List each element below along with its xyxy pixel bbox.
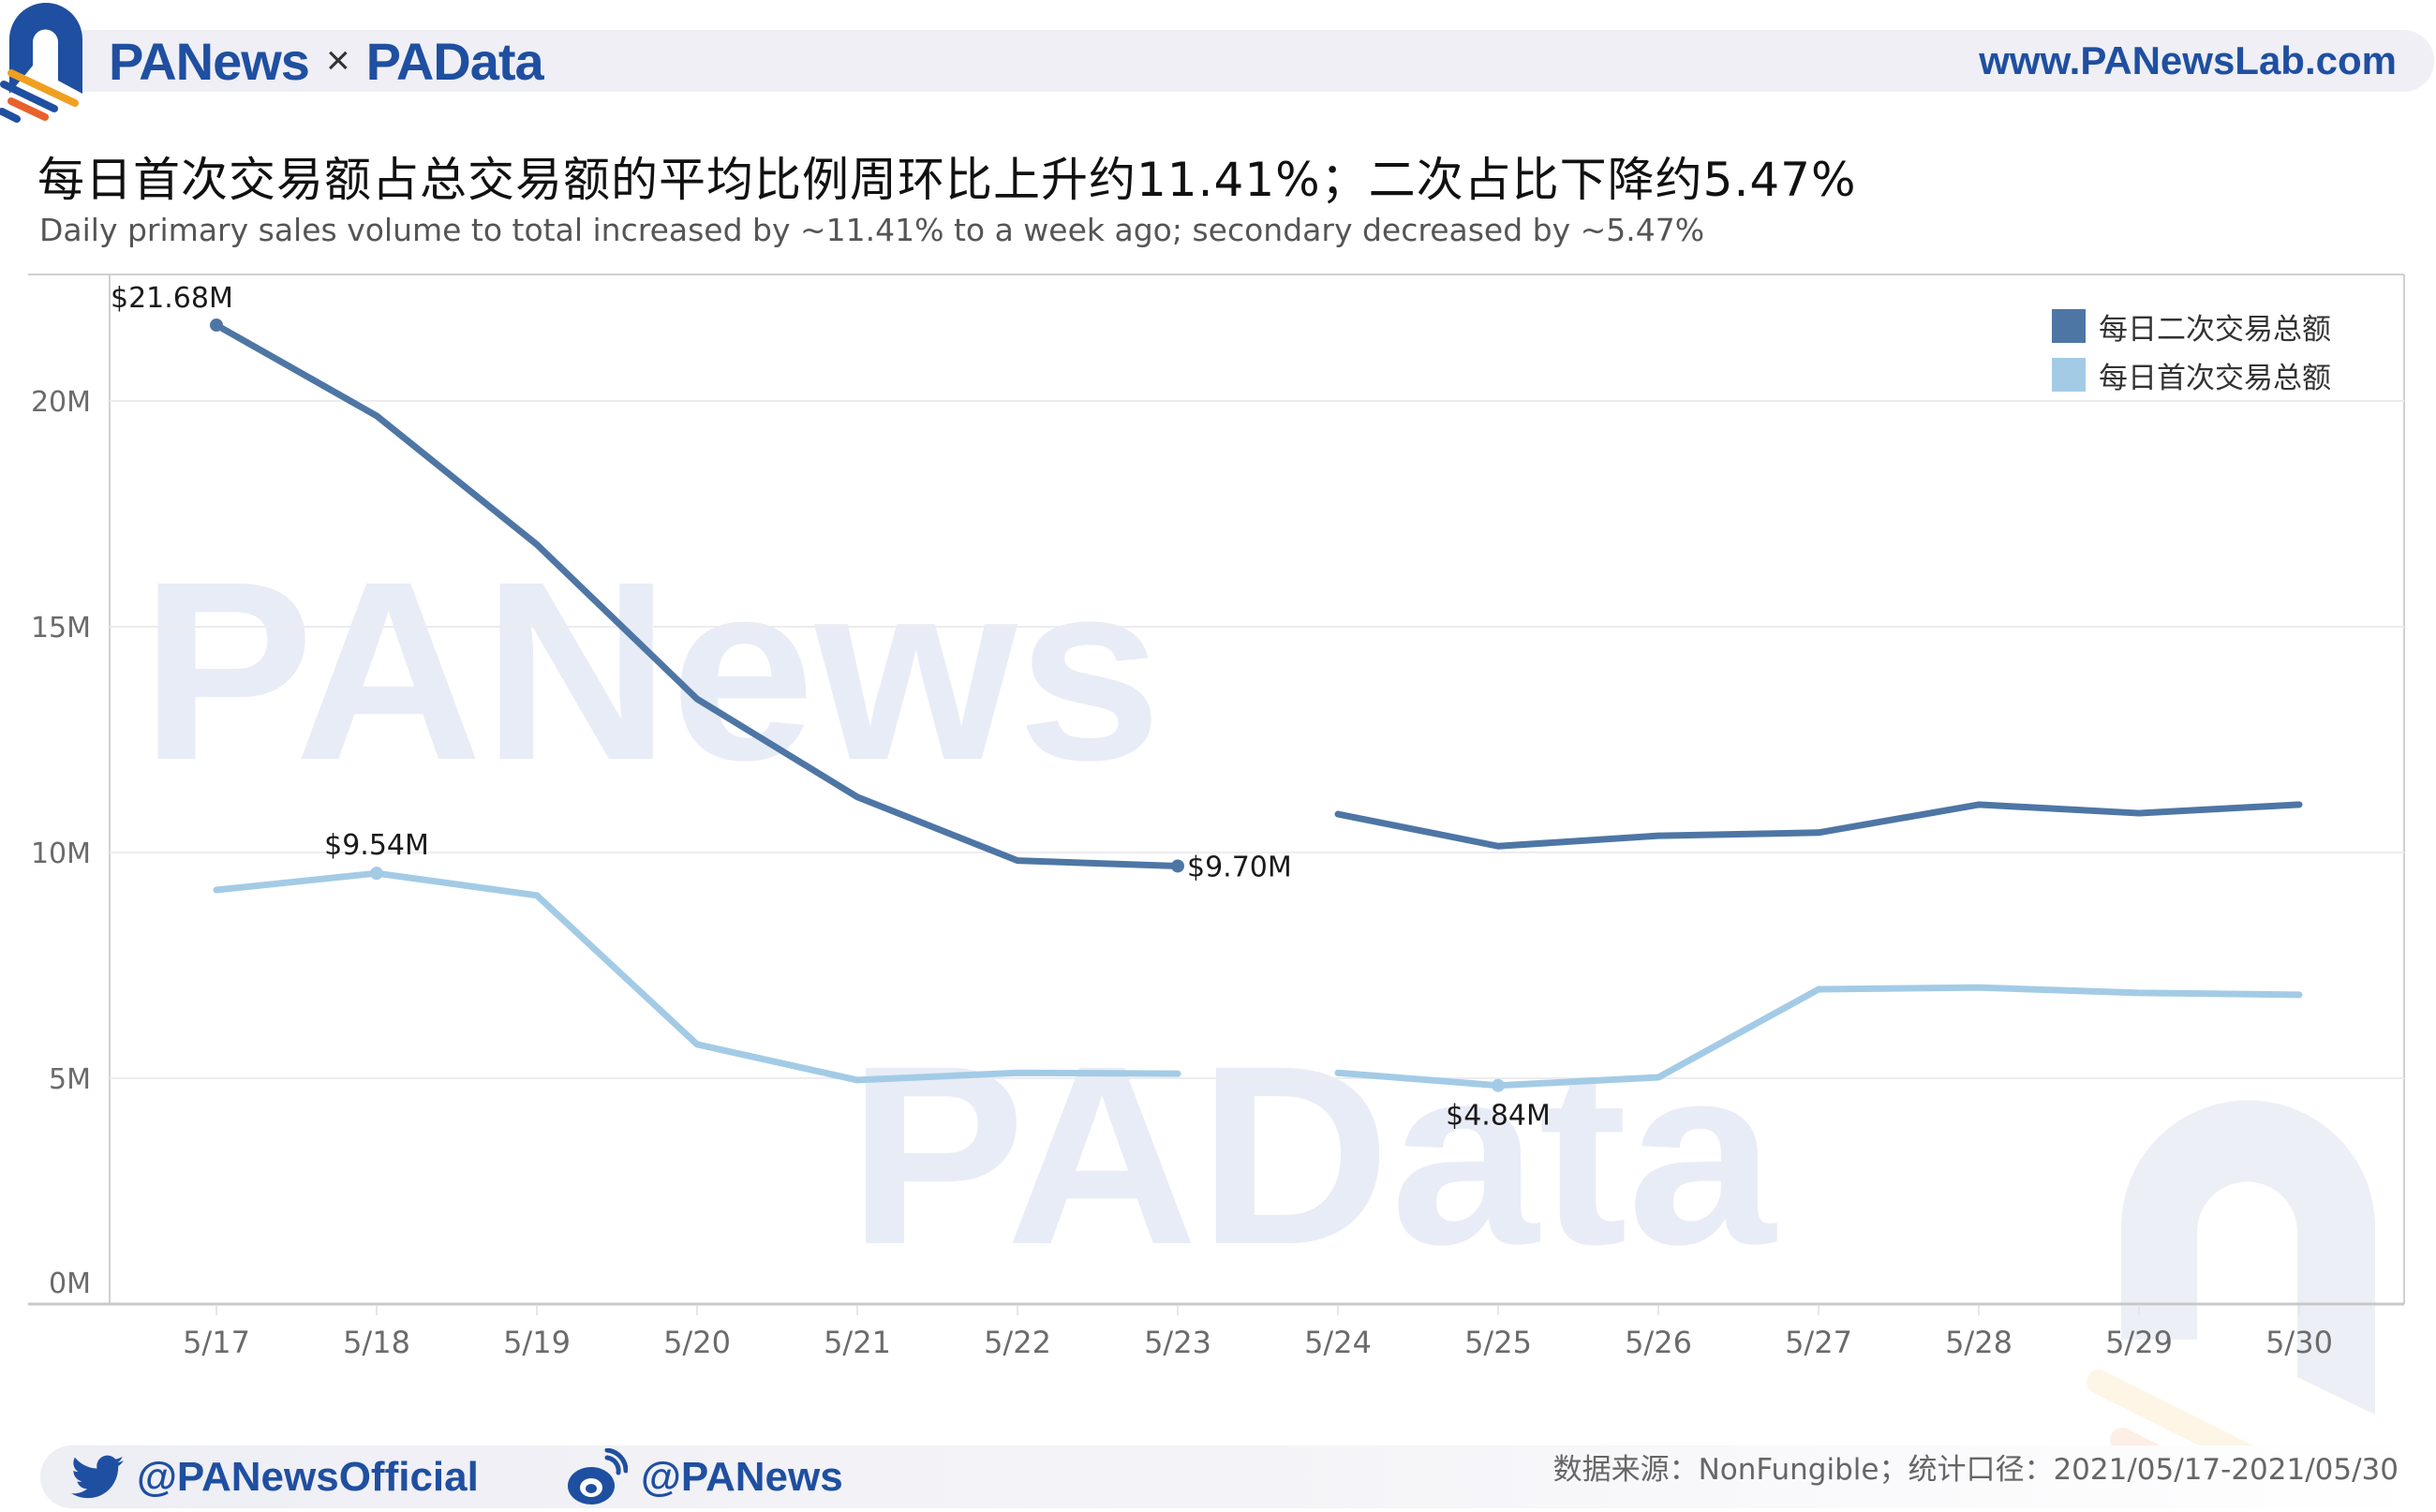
series-line	[1334, 801, 2303, 850]
panews-logo-icon	[0, 3, 82, 123]
footer-bar	[40, 1445, 2436, 1508]
data-source-note: 数据来源：NonFungible；统计口径：2021/05/17-2021/05…	[1552, 1452, 2399, 1487]
weibo-link[interactable]: @PANews	[566, 1445, 843, 1508]
data-label: $21.68M	[111, 282, 233, 315]
legend-item-primary[interactable]: 每日首次交易总额	[2052, 350, 2331, 399]
x-tick-label: 5/25	[1464, 1325, 1532, 1360]
y-tick-label: 5M	[49, 1063, 91, 1096]
legend-swatch-square-icon	[2052, 309, 2086, 343]
weibo-icon	[568, 1447, 628, 1505]
x-tick-label: 5/24	[1304, 1325, 1372, 1360]
data-label: $9.54M	[324, 829, 429, 862]
x-tick-label: 5/19	[503, 1325, 571, 1360]
series-line	[213, 321, 1181, 869]
x-tick-label: 5/23	[1144, 1325, 1211, 1360]
twitter-bird-icon	[71, 1455, 124, 1498]
watermark-padata: PAData	[848, 1013, 1777, 1297]
x-tick-label: 5/28	[1945, 1325, 2013, 1360]
header-bar	[82, 30, 2434, 92]
gridlines	[110, 400, 2404, 1079]
series-line	[1334, 984, 2303, 1090]
twitter-handle: @PANewsOfficial	[137, 1453, 479, 1500]
x-tick-label: 5/20	[663, 1325, 731, 1360]
data-point-marker[interactable]	[1171, 859, 1184, 873]
brand-separator: ×	[325, 37, 350, 83]
y-tick-label: 0M	[49, 1267, 91, 1300]
y-tick-label: 10M	[31, 838, 91, 870]
brand-logotype: PANews × PAData	[109, 28, 544, 94]
site-url-link[interactable]: www.PANewsLab.com	[1979, 38, 2397, 82]
data-label: $9.70M	[1187, 851, 1292, 883]
x-tick-label: 5/30	[2265, 1325, 2333, 1360]
x-tick-label: 5/29	[2105, 1325, 2173, 1360]
chart-title: 每日首次交易额占总交易额的平均比例周环比上升约11.41%；二次占比下降约5.4…	[37, 153, 1857, 207]
legend-label: 每日首次交易总额	[2099, 361, 2331, 395]
data-point-marker[interactable]	[1492, 1078, 1505, 1092]
chart-subtitle: Daily primary sales volume to total incr…	[39, 212, 1705, 248]
x-tick-label: 5/27	[1785, 1325, 1852, 1360]
x-tick-label: 5/17	[183, 1325, 250, 1360]
x-axis-ticks: 5/17 5/18 5/19 5/20 5/21 5/22 5/23 5/24 5/25 5/26…	[183, 1306, 2333, 1360]
series-lines	[213, 321, 2303, 1090]
y-tick-label: 20M	[31, 386, 91, 419]
data-point-marker[interactable]	[210, 319, 223, 333]
chart-legend: 每日二次交易总额 每日首次交易总额	[2052, 302, 2331, 399]
brand-padata: PAData	[365, 31, 544, 91]
brand-panews: PANews	[109, 31, 310, 91]
x-tick-label: 5/22	[984, 1325, 1051, 1360]
data-label: $4.84M	[1446, 1100, 1551, 1133]
y-tick-label: 15M	[31, 612, 91, 645]
weibo-handle: @PANews	[641, 1453, 843, 1500]
x-tick-label: 5/26	[1625, 1325, 1692, 1360]
x-tick-label: 5/18	[343, 1325, 410, 1360]
data-point-marker[interactable]	[370, 867, 383, 881]
legend-swatch-square-icon	[2052, 358, 2086, 392]
legend-item-secondary[interactable]: 每日二次交易总额	[2052, 302, 2331, 350]
watermark-panews: PANews	[141, 528, 1162, 813]
y-axis-ticks: 0M 5M 10M 15M 20M	[31, 386, 91, 1300]
series-line	[213, 869, 1181, 1084]
twitter-link[interactable]: @PANewsOfficial	[71, 1445, 479, 1508]
x-tick-label: 5/21	[824, 1325, 891, 1360]
data-labels: $21.68M $9.54M $9.70M $4.84M	[111, 282, 1551, 1133]
legend-label: 每日二次交易总额	[2099, 312, 2331, 347]
